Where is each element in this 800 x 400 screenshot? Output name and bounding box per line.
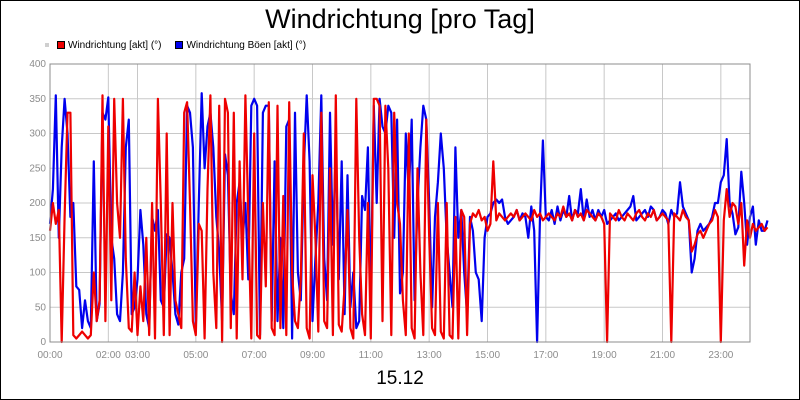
x-tick-label: 03:00 — [125, 350, 150, 361]
x-tick-label: 00:00 — [37, 350, 62, 361]
y-tick-label: 100 — [29, 268, 46, 279]
chart-title: Windrichtung [pro Tag] — [265, 4, 535, 34]
y-tick-label: 350 — [29, 94, 46, 105]
chart-legend: Windrichtung [akt] (°) Windrichtung Böen… — [45, 38, 320, 52]
legend-entry-gust-direction[interactable]: Windrichtung Böen [akt] (°) — [175, 40, 306, 51]
x-tick-label: 19:00 — [592, 350, 617, 361]
y-tick-label: 50 — [35, 302, 47, 313]
x-tick-label: 13:00 — [417, 350, 442, 361]
x-tick-label: 15:00 — [475, 350, 500, 361]
legend-label: Windrichtung Böen [akt] (°) — [186, 39, 307, 51]
legend-toggle-icon[interactable] — [45, 43, 49, 47]
series-line-1 — [48, 94, 769, 344]
y-tick-label: 400 — [29, 59, 46, 70]
x-tick-label: 11:00 — [359, 350, 384, 361]
legend-entry-wind-direction[interactable]: Windrichtung [akt] (°) — [57, 40, 161, 51]
legend-swatch-red — [57, 41, 65, 49]
y-tick-label: 250 — [29, 163, 46, 174]
legend-label: Windrichtung [akt] (°) — [68, 39, 162, 51]
x-tick-label: 23:00 — [708, 350, 733, 361]
y-tick-label: 0 — [40, 337, 46, 348]
plot-border — [49, 63, 751, 343]
y-tick-label: 300 — [29, 129, 46, 140]
y-tick-label: 150 — [29, 233, 46, 244]
x-tick-label: 21:00 — [650, 350, 675, 361]
legend-swatch-blue — [175, 41, 184, 49]
x-tick-label: 05:00 — [183, 350, 208, 361]
x-axis-title: 15.12 — [376, 368, 424, 389]
y-tick-label: 200 — [29, 198, 46, 209]
x-tick-label: 02:00 — [96, 350, 121, 361]
x-tick-label: 09:00 — [300, 350, 325, 361]
x-tick-label: 17:00 — [533, 350, 558, 361]
x-tick-label: 07:00 — [242, 350, 267, 361]
